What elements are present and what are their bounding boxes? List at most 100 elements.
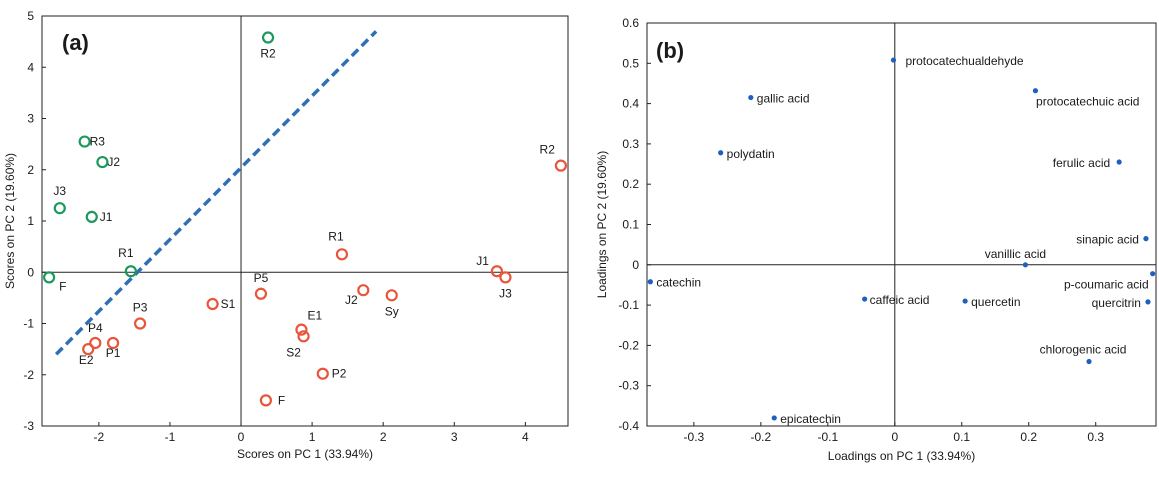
data-point-label: Sy	[385, 304, 399, 318]
data-point-label: P4	[88, 321, 103, 335]
data-point-label: R1	[328, 229, 344, 243]
loading-point-label: ferulic acid	[1053, 156, 1110, 170]
y-tick-label: 0.6	[622, 16, 639, 30]
data-point-marker	[43, 271, 56, 284]
y-tick-label: 4	[27, 60, 34, 74]
panel-label: (b)	[656, 38, 684, 63]
y-tick-label: 0	[27, 265, 34, 279]
x-tick-label: -0.1	[817, 430, 838, 444]
loading-point-label: chlorogenic acid	[1040, 343, 1127, 357]
y-tick-label: -0.3	[618, 379, 639, 393]
data-point-marker	[82, 343, 95, 356]
loading-point-label: quercitrin	[1092, 296, 1141, 310]
y-tick-label: 0.4	[622, 97, 639, 111]
loading-point-marker	[647, 279, 653, 285]
group-divider-line	[54, 30, 378, 356]
loading-point-label: p-coumaric acid	[1064, 278, 1149, 292]
data-point-label: J2	[345, 293, 358, 307]
y-tick-label: 1	[27, 214, 34, 228]
data-point-label: P1	[106, 346, 121, 360]
data-point-label: S1	[221, 297, 236, 311]
data-point-marker	[295, 323, 308, 336]
x-tick-label: 0	[238, 430, 245, 444]
data-point-marker	[499, 271, 512, 284]
y-tick-label: 0.3	[622, 137, 639, 151]
data-point-marker	[78, 135, 91, 148]
panel-label: (a)	[62, 30, 89, 55]
data-point-marker	[554, 159, 567, 172]
y-tick-label: 5	[27, 9, 34, 23]
data-point-label: E2	[79, 353, 94, 367]
x-tick-label: 0.1	[953, 430, 970, 444]
y-axis-title: Scores on PC 2 (19.60%)	[3, 153, 17, 289]
data-point-label: S2	[286, 345, 301, 359]
loading-point-label: catechin	[656, 276, 701, 290]
y-tick-label: -0.1	[618, 298, 639, 312]
data-point-label: R3	[90, 135, 106, 149]
loading-point-marker	[748, 94, 754, 101]
x-axis-title: Scores on PC 1 (33.94%)	[237, 447, 373, 461]
y-tick-label: 0.2	[622, 177, 639, 191]
data-point-label: P5	[254, 271, 269, 285]
data-point-marker	[133, 317, 147, 330]
data-point-marker	[261, 31, 275, 44]
panel-b-plot: -0.3 -0.2 -0.1 0 0.1 0.2 0.3 -0.4 -0.3 -0.2 -0.1 0 0…	[595, 16, 1157, 463]
loading-point-marker	[1086, 358, 1092, 365]
y-tick-label: -1	[23, 317, 34, 331]
loading-point-label: caffeic acid	[870, 293, 930, 307]
x-tick-label: 0.3	[1087, 430, 1104, 444]
data-point-marker	[89, 336, 102, 350]
y-tick-label: -3	[23, 419, 34, 433]
y-tick-label: 3	[27, 112, 34, 126]
y-axis-title: Loadings on PC 2 (19.60%)	[595, 151, 609, 298]
y-tick-label: -2	[23, 368, 34, 382]
x-tick-label: -0.3	[684, 430, 705, 444]
y-tick-label: 0.1	[622, 218, 639, 232]
data-point-marker	[106, 336, 120, 350]
loading-point-marker	[1150, 271, 1156, 277]
data-point-marker	[490, 265, 504, 278]
data-point-label: P2	[332, 367, 347, 381]
data-point-marker	[96, 155, 109, 169]
data-point-marker	[316, 367, 329, 380]
y-tick-label: -0.2	[618, 338, 639, 352]
plot-frame	[646, 22, 1157, 427]
x-axis-title: Loadings on PC 1 (33.94%)	[828, 449, 975, 463]
loading-point-marker	[862, 296, 868, 302]
loading-point-label: quercetin	[971, 295, 1020, 309]
data-point-marker	[206, 297, 219, 311]
loading-point-marker	[1032, 88, 1039, 94]
data-point-marker	[385, 289, 398, 302]
data-point-label: E1	[307, 309, 322, 323]
x-tick-label: -2	[94, 430, 105, 444]
y-tick-label: -0.4	[618, 419, 639, 433]
data-point-marker	[85, 210, 98, 223]
loading-point-label: protocatechualdehyde	[905, 54, 1023, 68]
loading-point-marker	[962, 298, 968, 304]
data-point-marker	[335, 248, 349, 261]
data-point-marker	[357, 284, 370, 297]
loading-point-marker	[1145, 299, 1151, 305]
loading-point-label: sinapic acid	[1076, 233, 1139, 247]
x-tick-label: -0.2	[751, 430, 772, 444]
y-tick-label: 2	[27, 163, 34, 177]
loading-point-marker	[771, 415, 777, 421]
data-point-label: J2	[107, 155, 120, 169]
y-tick-label: 0	[632, 258, 639, 272]
data-point-label: P3	[133, 301, 148, 315]
loading-point-marker	[1143, 236, 1149, 242]
loading-point-label: gallic acid	[757, 92, 810, 106]
data-point-label: J3	[53, 184, 66, 198]
data-point-label: R2	[540, 143, 556, 157]
data-point-marker	[297, 330, 310, 343]
x-tick-label: 0.2	[1020, 430, 1037, 444]
loading-point-marker	[1022, 262, 1029, 268]
x-tick-label: 1	[309, 430, 316, 444]
loading-point-marker	[718, 150, 724, 156]
data-point-label: F	[278, 393, 285, 407]
x-tick-label: 4	[522, 430, 529, 444]
loading-point-label: epicatechin	[780, 412, 841, 426]
data-point-marker	[124, 265, 137, 278]
data-point-marker	[259, 394, 273, 407]
